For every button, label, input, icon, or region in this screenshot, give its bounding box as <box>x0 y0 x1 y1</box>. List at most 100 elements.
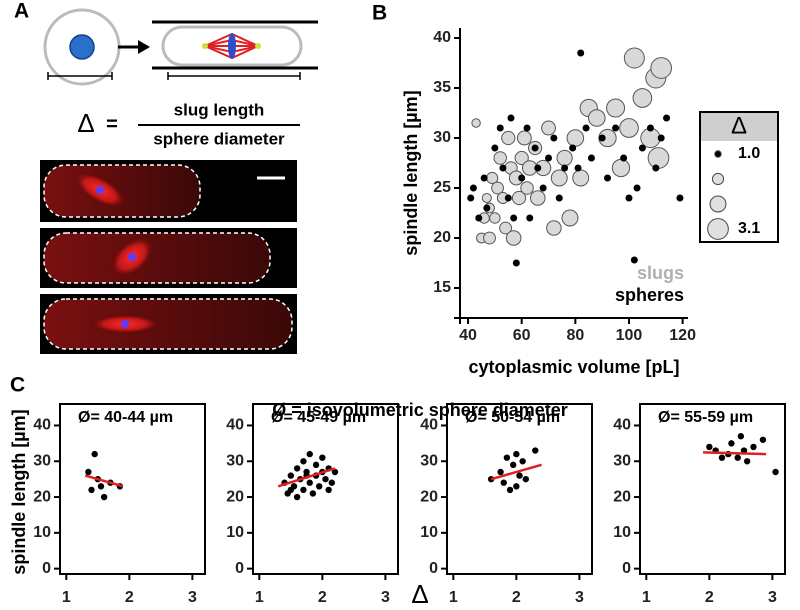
data-point <box>750 443 757 451</box>
data-point <box>556 149 573 167</box>
data-point <box>509 461 517 469</box>
plot-frame <box>59 403 206 575</box>
data-point <box>503 454 511 461</box>
legend-label: spheres <box>615 285 684 305</box>
data-point <box>569 144 577 152</box>
axes <box>454 28 688 324</box>
formula-denominator: sphere diameter <box>153 129 285 148</box>
data-point <box>531 144 539 152</box>
data-point <box>718 454 726 461</box>
y-tick-label: 20 <box>420 488 438 505</box>
legend-size-label: 1.0 <box>738 145 760 162</box>
data-point <box>499 164 507 172</box>
data-point <box>632 88 653 108</box>
x-axis-label: cytoplasmic volume [pL] <box>468 357 679 377</box>
panel-title: Ø= 40-44 µm <box>78 409 173 426</box>
y-tick-label: 40 <box>33 417 51 434</box>
data-point <box>550 134 558 142</box>
data-point <box>530 190 546 206</box>
x-tick-label: 2 <box>125 589 134 606</box>
data-point <box>522 475 530 483</box>
data-point <box>516 130 532 146</box>
y-tick-label: 10 <box>420 524 438 541</box>
data-point <box>511 190 527 206</box>
data-point <box>652 164 660 172</box>
data-point <box>577 49 585 57</box>
x-tick-label: 1 <box>449 589 458 606</box>
legend-label: slugs <box>637 263 684 283</box>
x-tick-label: 3 <box>575 589 584 606</box>
data-point <box>512 259 520 267</box>
data-point <box>312 461 320 469</box>
x-tick-label: 2 <box>705 589 714 606</box>
data-point <box>319 454 326 461</box>
y-tick-label: 0 <box>429 560 438 577</box>
data-point <box>300 486 307 494</box>
y-tick-label: 20 <box>433 229 451 246</box>
y-tick-label: 30 <box>33 452 51 469</box>
data-point <box>293 465 301 472</box>
y-tick-label: 15 <box>433 279 451 296</box>
data-point <box>539 184 547 192</box>
data-point <box>561 164 569 172</box>
data-point <box>587 154 595 162</box>
data-point <box>588 109 606 127</box>
legend-size-label: 3.1 <box>738 220 760 237</box>
x-tick-label: 100 <box>616 327 643 344</box>
data-point <box>300 458 307 465</box>
data-point <box>475 214 483 222</box>
data-point <box>513 450 520 458</box>
data-point <box>489 212 501 224</box>
y-tick-label: 20 <box>33 488 51 505</box>
x-tick-label: 60 <box>513 327 531 344</box>
data-point <box>497 468 504 476</box>
data-point <box>514 150 529 166</box>
plot-frame <box>639 403 786 575</box>
data-point <box>625 194 633 202</box>
data-point <box>638 144 646 152</box>
data-point <box>513 483 520 490</box>
y-tick-label: 40 <box>613 417 631 434</box>
data-point <box>604 174 612 182</box>
data-point <box>483 231 496 245</box>
data-point <box>88 486 95 494</box>
data-point <box>663 114 671 122</box>
micrographs <box>40 160 297 354</box>
data-point <box>526 214 534 222</box>
data-point <box>467 194 475 202</box>
plot-frame <box>446 403 593 575</box>
data-point <box>555 194 563 202</box>
data-point <box>328 479 336 486</box>
x-tick-label: 3 <box>188 589 197 606</box>
data-point <box>566 129 585 147</box>
y-tick-label: 40 <box>433 29 451 46</box>
data-point <box>519 458 526 465</box>
x-tick-label: 1 <box>62 589 71 606</box>
x-tick-label: 120 <box>669 327 696 344</box>
data-point <box>598 134 606 142</box>
data-point <box>550 169 568 187</box>
data-point <box>574 164 582 172</box>
panel-title: Ø= 45-49 µm <box>271 409 366 426</box>
data-point <box>493 151 507 165</box>
data-point <box>97 483 105 490</box>
data-point <box>740 447 748 454</box>
x-tick-label: 1 <box>642 589 651 606</box>
data-point <box>483 204 491 212</box>
data-point <box>505 230 522 246</box>
data-point <box>534 164 542 172</box>
data-point <box>510 214 518 222</box>
data-point <box>306 479 313 486</box>
y-tick-label: 10 <box>226 524 244 541</box>
data-point <box>331 468 339 476</box>
data-point <box>630 256 638 264</box>
panel-label: C <box>10 374 25 397</box>
panel-label: B <box>372 2 387 25</box>
data-point <box>572 169 590 187</box>
data-point <box>100 493 108 501</box>
x-tick-label: 80 <box>566 327 584 344</box>
x-axis-label: Δ <box>411 579 428 609</box>
y-tick-label: 0 <box>235 560 244 577</box>
panel-title: Ø= 50-54 µm <box>465 409 560 426</box>
